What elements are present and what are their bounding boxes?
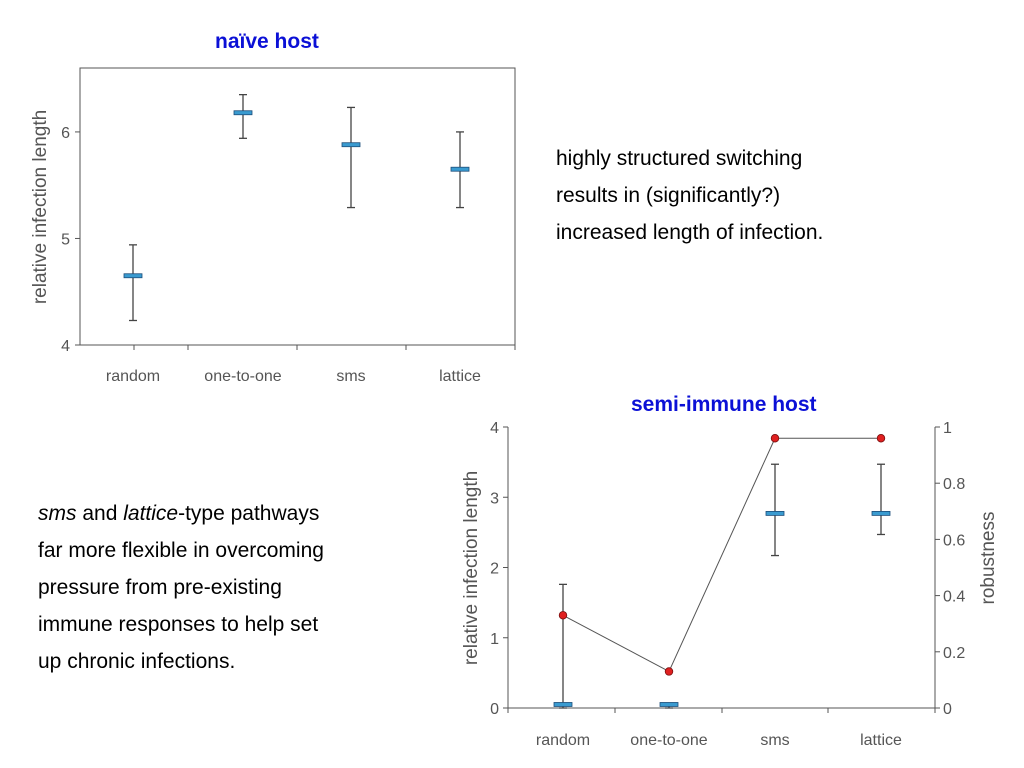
- chart2-y-tick-label: 2: [490, 561, 499, 578]
- note-bottom-line: up chronic infections.: [38, 650, 236, 673]
- chart2-robustness-point: [770, 434, 780, 443]
- chart2-y2-tick-label: 0.4: [943, 589, 965, 606]
- chart1-mean-marker: [450, 166, 470, 172]
- chart1-mean-marker: [233, 110, 253, 116]
- chart1-ylabel: relative infection length: [30, 110, 51, 304]
- note-top-line: results in (significantly?): [556, 184, 781, 207]
- note-bottom-line: immune responses to help set: [38, 613, 319, 636]
- chart2-x-tick-label: one-to-one: [630, 732, 707, 749]
- chart1-y-tick-label: 4: [61, 338, 70, 355]
- chart1-x-tick-label: lattice: [439, 368, 481, 385]
- chart1-y-tick-label: 6: [61, 125, 70, 142]
- chart1-mean-marker: [123, 273, 143, 279]
- note-bottom-text: and: [76, 502, 124, 525]
- note-bottom: sms and lattice-type pathways far more f…: [38, 495, 438, 680]
- chart2-title: semi-immune host: [631, 393, 817, 416]
- chart2-y2-tick-label: 0.2: [943, 645, 965, 662]
- chart1-marks: [123, 93, 470, 322]
- chart1-mean-marker: [341, 142, 361, 148]
- chart1-y-tick-label: 5: [61, 231, 70, 248]
- chart2-y2-tick-label: 0.6: [943, 532, 965, 549]
- chart2-mean-marker: [553, 702, 573, 707]
- chart2-x-tick-label: sms: [760, 732, 789, 749]
- chart1-y-axis: 4 5 6: [61, 125, 80, 355]
- chart2-marks: [553, 463, 891, 709]
- chart2-x-axis: random one-to-one sms lattice: [507, 708, 936, 749]
- chart2-mean-marker: [765, 511, 785, 516]
- chart2-y2-axis: 0 0.2 0.4 0.6 0.8 1: [935, 420, 965, 718]
- chart1-x-tick-label: random: [106, 368, 160, 385]
- chart2-x-tick-label: random: [536, 732, 590, 749]
- chart2-robustness-point: [558, 611, 568, 620]
- chart2-robustness-line: [562, 437, 881, 673]
- chart2-x-tick-label: lattice: [860, 732, 902, 749]
- note-top-line: increased length of infection.: [556, 221, 824, 244]
- note-emphasis-sms: sms: [38, 502, 77, 525]
- note-bottom-line: pressure from pre-existing: [38, 576, 282, 599]
- note-bottom-line: far more flexible in overcoming: [38, 539, 324, 562]
- note-emphasis-lattice: lattice: [123, 502, 179, 525]
- note-top: highly structured switching results in (…: [556, 140, 976, 251]
- chart2-y-tick-label: 3: [490, 490, 499, 507]
- chart2-mean-marker: [871, 511, 891, 516]
- chart2-y-tick-label: 0: [490, 701, 499, 718]
- chart2-robustness-series: [558, 434, 886, 676]
- chart2-mean-marker: [659, 702, 679, 707]
- chart1-x-axis: random one-to-one sms lattice: [106, 345, 516, 385]
- chart2-robustness-point: [876, 434, 886, 443]
- chart2-y-tick-label: 1: [490, 631, 499, 648]
- chart2-y2-tick-label: 0: [943, 701, 952, 718]
- chart2-y2label: robustness: [978, 512, 999, 605]
- chart1-title: naïve host: [215, 30, 319, 53]
- chart2-y2-tick-label: 0.8: [943, 476, 965, 493]
- chart2-ylabel: relative infection length: [461, 471, 482, 665]
- note-bottom-text: -type pathways: [178, 502, 320, 525]
- chart1-plot-frame: [79, 67, 516, 346]
- chart2-robustness-point: [664, 667, 674, 676]
- note-bottom-line: sms and lattice-type pathways: [38, 495, 438, 532]
- chart2-y-tick-label: 4: [490, 420, 499, 437]
- chart2-y2-tick-label: 1: [943, 420, 952, 437]
- chart1-x-tick-label: one-to-one: [204, 368, 281, 385]
- note-top-line: highly structured switching: [556, 147, 803, 170]
- chart1-x-tick-label: sms: [336, 368, 365, 385]
- chart2-y-axis: 0 1 2 3 4: [490, 420, 508, 718]
